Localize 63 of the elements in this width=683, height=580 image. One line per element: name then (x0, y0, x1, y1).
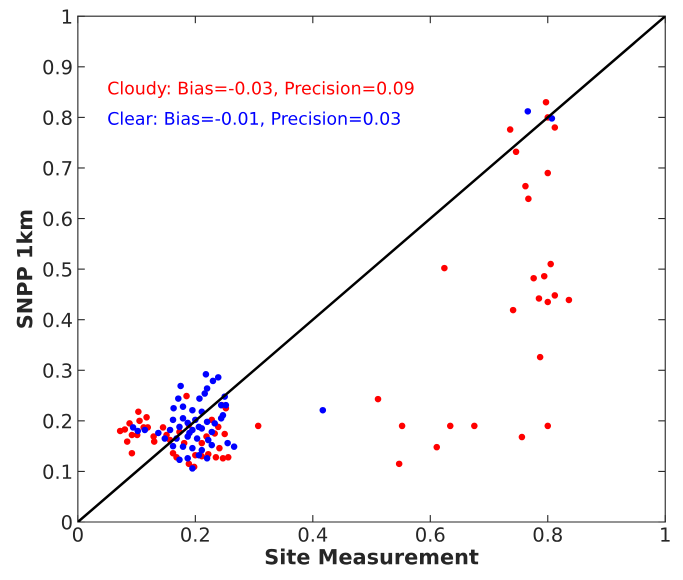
point (189, 444, 196, 452)
point (524, 108, 532, 115)
point (175, 395, 182, 402)
x-tick-label: 0.8 (534, 527, 562, 542)
y-tick-label: 1 (62, 9, 72, 24)
point (176, 456, 183, 464)
y-tick-label: 0.5 (43, 262, 72, 277)
x-tick-label: 1 (661, 527, 670, 542)
y-tick-label: 0.3 (43, 363, 72, 378)
point (177, 382, 184, 390)
point (189, 406, 196, 414)
point (196, 424, 202, 430)
point (224, 440, 231, 446)
point (170, 404, 177, 412)
point (184, 455, 191, 462)
point (170, 442, 176, 450)
point (180, 403, 186, 410)
x-axis-title: Site Measurement (266, 548, 478, 565)
point (194, 435, 200, 442)
point (204, 418, 210, 426)
point (208, 442, 216, 448)
point (222, 402, 230, 408)
point (208, 428, 216, 436)
point (211, 420, 218, 427)
point (130, 424, 136, 431)
x-tick-label: 0.6 (416, 527, 445, 542)
y-tick-label: 0.4 (43, 312, 72, 328)
point (166, 426, 174, 434)
x-tick-label: 0.2 (181, 527, 209, 542)
point (134, 428, 142, 434)
annotation: Clear: Bias=-0.01, Precision=0.03 (108, 112, 400, 127)
y-tick-label: 0.2 (43, 414, 72, 429)
y-tick-label: 0.1 (43, 464, 72, 480)
point (180, 415, 186, 422)
y-axis-title: SNPP 1km (16, 210, 32, 328)
point (186, 430, 193, 436)
point (210, 378, 216, 384)
x-tick-label: 0 (72, 527, 83, 542)
annotation: Cloudy: Bias=-0.03, Precision=0.09 (108, 81, 414, 98)
y-tick-label: 0.7 (43, 160, 72, 176)
y-tick-label: 0 (62, 514, 72, 530)
point (204, 385, 210, 392)
point (230, 443, 238, 450)
point (176, 424, 183, 430)
point (196, 452, 202, 458)
point (198, 446, 206, 454)
point (142, 426, 148, 434)
point (204, 455, 210, 462)
point (201, 390, 208, 397)
y-tick-label: 0.6 (43, 212, 72, 226)
point (218, 415, 224, 422)
y-tick-label: 0.8 (43, 110, 72, 126)
point (180, 443, 186, 450)
point (320, 406, 326, 414)
point (162, 435, 168, 442)
point (155, 430, 162, 436)
x-tick-label: 0.4 (298, 527, 328, 542)
point (196, 395, 203, 402)
point (214, 374, 222, 381)
point (205, 436, 212, 444)
point (170, 416, 176, 424)
y-tick-label: 0.9 (43, 60, 72, 74)
point (202, 371, 210, 378)
